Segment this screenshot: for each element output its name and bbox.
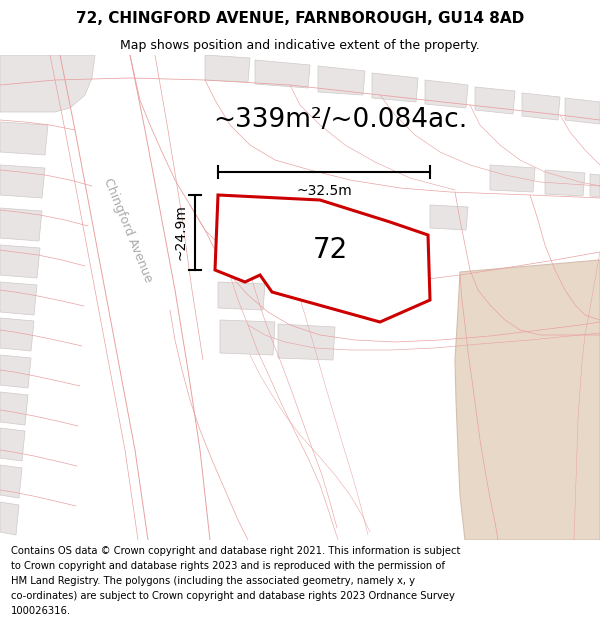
Polygon shape <box>0 355 31 388</box>
Polygon shape <box>205 55 250 82</box>
Text: co-ordinates) are subject to Crown copyright and database rights 2023 Ordnance S: co-ordinates) are subject to Crown copyr… <box>11 591 455 601</box>
Text: Contains OS data © Crown copyright and database right 2021. This information is : Contains OS data © Crown copyright and d… <box>11 546 460 556</box>
Polygon shape <box>490 165 535 192</box>
Polygon shape <box>0 165 45 198</box>
Polygon shape <box>215 195 430 322</box>
Polygon shape <box>318 66 365 95</box>
Polygon shape <box>0 245 40 278</box>
Polygon shape <box>218 282 265 310</box>
Polygon shape <box>522 93 560 120</box>
Polygon shape <box>255 60 310 88</box>
Polygon shape <box>0 282 37 315</box>
Polygon shape <box>0 502 19 535</box>
Polygon shape <box>0 465 22 498</box>
Polygon shape <box>0 392 28 425</box>
Polygon shape <box>0 55 95 112</box>
Text: ~32.5m: ~32.5m <box>296 184 352 198</box>
Text: to Crown copyright and database rights 2023 and is reproduced with the permissio: to Crown copyright and database rights 2… <box>11 561 445 571</box>
Polygon shape <box>0 122 48 155</box>
Polygon shape <box>430 205 468 230</box>
Polygon shape <box>425 80 468 108</box>
Polygon shape <box>545 170 585 196</box>
Text: Map shows position and indicative extent of the property.: Map shows position and indicative extent… <box>120 39 480 51</box>
Polygon shape <box>565 98 600 124</box>
Text: ~24.9m: ~24.9m <box>173 204 187 261</box>
Text: 72: 72 <box>313 236 347 264</box>
Polygon shape <box>220 320 275 355</box>
Polygon shape <box>0 208 42 241</box>
Text: 72, CHINGFORD AVENUE, FARNBOROUGH, GU14 8AD: 72, CHINGFORD AVENUE, FARNBOROUGH, GU14 … <box>76 11 524 26</box>
Text: Chingford Avenue: Chingford Avenue <box>101 176 155 284</box>
Polygon shape <box>278 324 335 360</box>
Polygon shape <box>475 87 515 114</box>
Polygon shape <box>590 174 600 197</box>
Text: HM Land Registry. The polygons (including the associated geometry, namely x, y: HM Land Registry. The polygons (includin… <box>11 576 415 586</box>
Polygon shape <box>455 260 600 540</box>
Polygon shape <box>0 318 34 351</box>
Text: ~339m²/~0.084ac.: ~339m²/~0.084ac. <box>213 107 467 133</box>
Text: 100026316.: 100026316. <box>11 606 71 616</box>
Polygon shape <box>0 55 55 85</box>
Polygon shape <box>0 428 25 461</box>
Polygon shape <box>372 73 418 102</box>
